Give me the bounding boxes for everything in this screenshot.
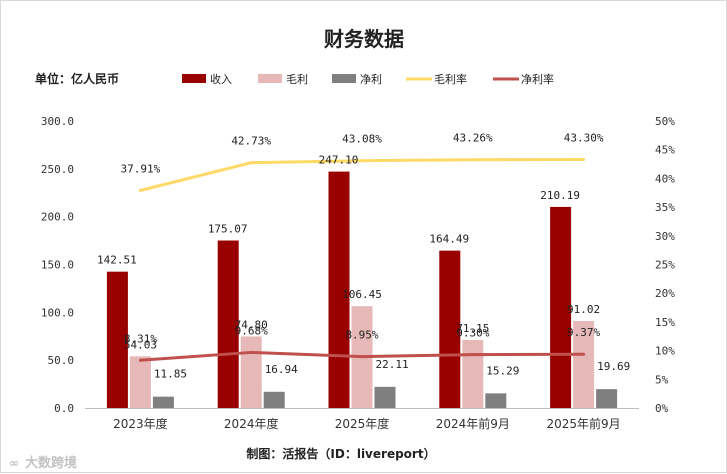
bar-data-label: 22.11 xyxy=(376,358,409,371)
line-data-label: 9.37% xyxy=(567,326,600,339)
line-point-毛利率 xyxy=(249,161,253,165)
bar-data-label: 71.15 xyxy=(456,322,489,335)
bar-data-label: 54.03 xyxy=(124,338,157,351)
line-data-label: 43.08% xyxy=(342,133,382,146)
legend: 收入 毛利 净利 毛利率 净利率 xyxy=(182,72,554,86)
line-point-净利率 xyxy=(138,358,142,362)
bar-收入 xyxy=(439,250,461,408)
left-tick-label: 50.0 xyxy=(48,354,75,367)
x-axis: 2023年度 2024年度 2025年度 2024年前9月 2025年前9月 xyxy=(85,408,639,431)
line-point-净利率 xyxy=(249,350,253,354)
bar-data-label: 164.49 xyxy=(429,233,469,246)
legend-label: 收入 xyxy=(210,72,232,86)
legend-label: 毛利率 xyxy=(434,72,467,86)
line-data-label: 8.95% xyxy=(345,329,378,342)
line-point-毛利率 xyxy=(360,159,364,163)
x-tick-label: 2025年度 xyxy=(335,416,390,431)
bar-收入 xyxy=(550,206,572,408)
bar-data-label: 16.94 xyxy=(265,363,298,376)
left-axis: 0.0 50.0 100.0 150.0 200.0 250.0 300.0 xyxy=(41,115,74,415)
bar-data-label: 15.29 xyxy=(486,364,519,377)
source-label: 制图：活报告（ID：livereport） xyxy=(246,446,435,461)
line-毛利率 xyxy=(140,157,584,192)
unit-label: 单位：亿人民币 xyxy=(35,71,119,86)
right-tick-label: 20% xyxy=(655,287,675,300)
left-tick-label: 300.0 xyxy=(41,115,74,128)
bar-收入 xyxy=(217,240,239,408)
line-data-label: 37.91% xyxy=(121,162,161,175)
line-data-label: 43.26% xyxy=(453,132,493,145)
line-point-净利率 xyxy=(471,353,475,357)
line-point-毛利率 xyxy=(138,188,142,192)
bar-data-label: 106.45 xyxy=(342,288,382,301)
right-tick-label: 40% xyxy=(655,172,675,185)
bar-净利 xyxy=(485,393,507,408)
bar-毛利 xyxy=(462,339,484,408)
bar-收入 xyxy=(328,171,350,408)
legend-label: 净利 xyxy=(360,72,382,86)
right-tick-label: 25% xyxy=(655,259,675,272)
left-tick-label: 0.0 xyxy=(54,402,74,415)
bar-净利 xyxy=(263,391,285,408)
right-tick-label: 15% xyxy=(655,316,675,329)
bar-毛利 xyxy=(129,356,151,408)
data-labels: 142.51 175.07 247.10 164.49 210.19 54.03 74.80… xyxy=(97,131,630,380)
left-tick-label: 250.0 xyxy=(41,163,74,176)
lines xyxy=(138,157,586,362)
right-tick-label: 10% xyxy=(655,345,675,358)
legend-swatch-毛利 xyxy=(258,74,282,83)
line-point-净利率 xyxy=(360,355,364,359)
line-point-净利率 xyxy=(582,352,586,356)
x-tick-label: 2024年前9月 xyxy=(436,416,510,431)
right-tick-label: 0% xyxy=(655,402,669,415)
chart-title: 财务数据 xyxy=(324,27,404,51)
bar-毛利 xyxy=(573,320,595,408)
line-data-label: 9.68% xyxy=(235,324,268,337)
bar-收入 xyxy=(106,271,128,408)
watermark-text: 大数跨境 xyxy=(25,455,77,471)
right-tick-label: 50% xyxy=(655,115,675,128)
line-point-毛利率 xyxy=(471,158,475,162)
legend-swatch-收入 xyxy=(182,74,206,83)
line-data-label: 43.30% xyxy=(564,131,604,144)
bar-净利 xyxy=(596,389,618,408)
left-tick-label: 150.0 xyxy=(41,259,74,272)
bar-data-label: 11.85 xyxy=(154,368,187,381)
watermark: ∞ 大数跨境 xyxy=(9,455,77,471)
bar-毛利 xyxy=(240,336,262,408)
bars xyxy=(106,171,618,408)
right-tick-label: 30% xyxy=(655,230,675,243)
right-axis: 0% 5% 10% 15% 20% 25% 30% 35% 40% 45% 50% xyxy=(655,115,675,415)
legend-label: 净利率 xyxy=(521,72,554,86)
bar-data-label: 175.07 xyxy=(208,223,248,236)
line-point-毛利率 xyxy=(582,157,586,161)
bar-data-label: 210.19 xyxy=(540,189,580,202)
right-tick-label: 35% xyxy=(655,201,675,214)
x-tick-label: 2024年度 xyxy=(224,416,279,431)
watermark-logo-icon: ∞ xyxy=(9,456,19,470)
x-tick-label: 2023年度 xyxy=(113,416,168,431)
legend-label: 毛利 xyxy=(286,73,308,86)
line-data-label: 8.31% xyxy=(124,332,157,345)
left-tick-label: 200.0 xyxy=(41,211,74,224)
bar-data-label: 247.10 xyxy=(319,154,359,167)
bar-净利 xyxy=(374,386,396,408)
bar-data-label: 19.69 xyxy=(597,360,630,373)
line-data-label: 9.30% xyxy=(456,327,489,340)
x-tick-label: 2025年前9月 xyxy=(547,416,621,431)
bar-data-label: 142.51 xyxy=(97,254,137,267)
bar-data-label: 74.80 xyxy=(235,318,268,331)
right-tick-label: 45% xyxy=(655,144,675,157)
right-tick-label: 5% xyxy=(655,373,669,386)
legend-swatch-净利 xyxy=(332,74,356,83)
left-tick-label: 100.0 xyxy=(41,306,74,319)
bar-data-label: 91.02 xyxy=(567,303,600,316)
line-data-label: 42.73% xyxy=(231,135,271,148)
bar-净利 xyxy=(152,396,174,408)
